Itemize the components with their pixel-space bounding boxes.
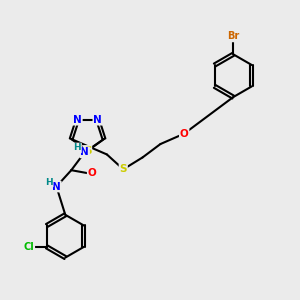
Text: N: N	[93, 115, 102, 125]
Text: O: O	[180, 129, 189, 139]
Text: O: O	[88, 168, 97, 178]
Text: N: N	[73, 115, 82, 125]
Text: N: N	[52, 182, 61, 191]
Text: S: S	[84, 146, 91, 156]
Text: S: S	[119, 164, 127, 174]
Text: H: H	[74, 143, 81, 152]
Text: N: N	[80, 147, 89, 158]
Text: Cl: Cl	[24, 242, 34, 252]
Text: H: H	[45, 178, 53, 187]
Text: Br: Br	[227, 32, 239, 41]
